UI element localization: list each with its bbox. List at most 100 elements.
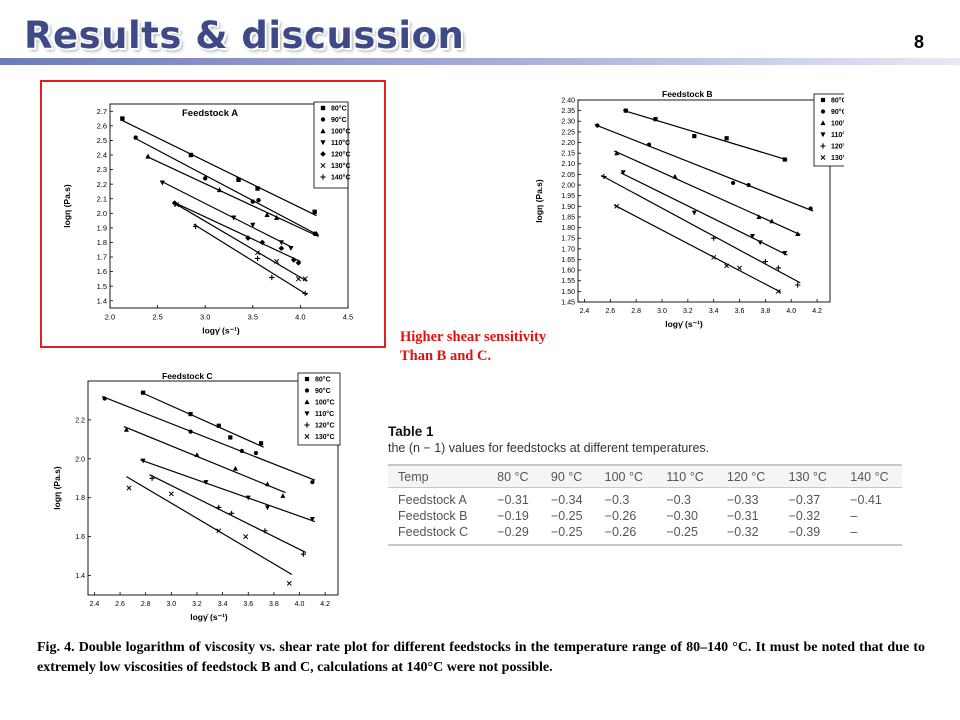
x-tick-label: 4.0 bbox=[295, 313, 305, 322]
table-header-cell: 90 °C bbox=[540, 464, 595, 488]
data-point bbox=[228, 510, 235, 516]
y-tick-label: 2.30 bbox=[561, 119, 575, 126]
legend-label: 120°C bbox=[831, 142, 844, 150]
legend-label: 130°C bbox=[831, 154, 844, 162]
legend-label: 110°C bbox=[831, 131, 844, 139]
x-tick-label: 3.5 bbox=[248, 313, 258, 322]
x-tick-label: 3.0 bbox=[166, 601, 176, 608]
y-tick-label: 2.6 bbox=[97, 121, 107, 130]
table-cell: −0.25 bbox=[656, 524, 717, 546]
y-tick-label: 1.5 bbox=[97, 282, 107, 291]
data-point bbox=[304, 422, 310, 428]
data-point bbox=[620, 170, 626, 175]
data-point bbox=[601, 173, 607, 180]
series-4 bbox=[600, 173, 801, 288]
data-point bbox=[672, 173, 678, 179]
data-point bbox=[149, 475, 155, 481]
data-point bbox=[133, 135, 138, 140]
data-point bbox=[286, 580, 292, 586]
data-point bbox=[653, 117, 658, 122]
y-tick-label: 1.8 bbox=[97, 238, 107, 247]
y-tick-label: 1.70 bbox=[561, 246, 575, 253]
data-point bbox=[737, 265, 742, 271]
y-tick-label: 1.45 bbox=[561, 299, 575, 306]
y-tick-label: 1.95 bbox=[561, 193, 575, 200]
y-tick-label: 1.55 bbox=[561, 278, 575, 285]
y-tick-label: 2.2 bbox=[97, 180, 107, 189]
series-3 bbox=[159, 180, 294, 252]
data-point bbox=[250, 222, 256, 228]
data-point bbox=[312, 209, 317, 215]
y-tick-label: 1.60 bbox=[561, 268, 575, 275]
table-n-values: Table 1 the (n − 1) values for feedstock… bbox=[388, 424, 902, 546]
table-header-cell: 110 °C bbox=[656, 464, 717, 488]
legend-box bbox=[313, 101, 349, 189]
chart-feedstock-b: 2.4 2.6 2.8 3.0 3.2 3.4 3.6 3.8 4.0 4.2 1.45 1.50 1.… bbox=[534, 89, 844, 329]
y-tick-label: 2.5 bbox=[97, 136, 107, 145]
data-point bbox=[258, 441, 264, 446]
y-tick-label: 2.3 bbox=[97, 165, 107, 174]
table-cell: −0.26 bbox=[604, 509, 637, 523]
series-fit-line bbox=[160, 180, 294, 249]
data-point bbox=[304, 376, 310, 382]
data-point bbox=[320, 140, 326, 146]
data-point bbox=[141, 390, 146, 395]
legend-box bbox=[297, 372, 341, 446]
data-point bbox=[808, 206, 813, 211]
n-values-table: Temp 80 °C 90 °C 100 °C 110 °C 120 °C 13… bbox=[388, 464, 902, 546]
data-point bbox=[820, 143, 826, 149]
x-tick-label: 3.6 bbox=[243, 601, 253, 608]
data-point bbox=[231, 215, 237, 221]
figure-caption: Fig. 4. Double logarithm of viscosity vs… bbox=[37, 640, 925, 675]
data-point bbox=[274, 258, 280, 264]
y-tick-label: 1.80 bbox=[561, 225, 575, 232]
data-point bbox=[756, 214, 762, 220]
highlight-box-feedstock-a bbox=[40, 80, 386, 348]
series-fit-line bbox=[140, 391, 264, 448]
data-point bbox=[724, 136, 729, 141]
data-point bbox=[691, 210, 697, 216]
series-5 bbox=[174, 201, 308, 282]
table-cell: −0.31 bbox=[497, 493, 529, 507]
series-fit-line bbox=[126, 476, 293, 576]
data-point bbox=[262, 528, 268, 534]
data-point bbox=[250, 199, 255, 204]
data-point bbox=[304, 388, 310, 393]
data-point bbox=[313, 230, 320, 236]
data-point bbox=[711, 235, 717, 241]
data-point bbox=[302, 290, 308, 297]
data-point bbox=[216, 504, 222, 511]
series-1 bbox=[101, 395, 316, 485]
data-point bbox=[295, 260, 302, 266]
x-axis-label: logγ̇ (s⁻¹) bbox=[202, 326, 240, 336]
y-tick-label: 2.05 bbox=[561, 172, 575, 179]
y-tick-label: 2.0 bbox=[97, 209, 107, 218]
data-point bbox=[236, 177, 241, 182]
table-row: Feedstock C −0.29 −0.25 −0.26 −0.25 −0.3… bbox=[388, 524, 902, 546]
legend-label: 80°C bbox=[315, 375, 331, 383]
legend-label: 110°C bbox=[331, 139, 350, 147]
data-point bbox=[614, 203, 620, 209]
x-tick-label: 2.4 bbox=[90, 601, 100, 608]
legend-label: 130°C bbox=[331, 162, 351, 170]
data-point bbox=[216, 528, 222, 534]
series-6 bbox=[192, 223, 308, 297]
data-point bbox=[692, 134, 697, 139]
x-tick-label: 4.0 bbox=[786, 308, 796, 315]
table-cell: −0.26 bbox=[594, 524, 657, 546]
series-0 bbox=[120, 116, 317, 217]
data-point bbox=[304, 411, 310, 417]
series-fit-line bbox=[140, 459, 316, 523]
y-tick-label: 2.35 bbox=[561, 108, 575, 115]
data-point bbox=[140, 458, 146, 464]
y-tick-label: 1.4 bbox=[97, 296, 107, 305]
series-fit-line bbox=[149, 474, 307, 554]
chart-title: Feedstock A bbox=[182, 108, 238, 119]
table-cell: – bbox=[850, 509, 858, 523]
table-cell: −0.33 bbox=[726, 493, 759, 507]
data-point bbox=[264, 211, 270, 217]
data-point bbox=[746, 182, 751, 188]
data-point bbox=[302, 276, 308, 282]
legend-label: 100°C bbox=[315, 398, 335, 406]
table-header-cell: 120 °C bbox=[716, 464, 779, 488]
